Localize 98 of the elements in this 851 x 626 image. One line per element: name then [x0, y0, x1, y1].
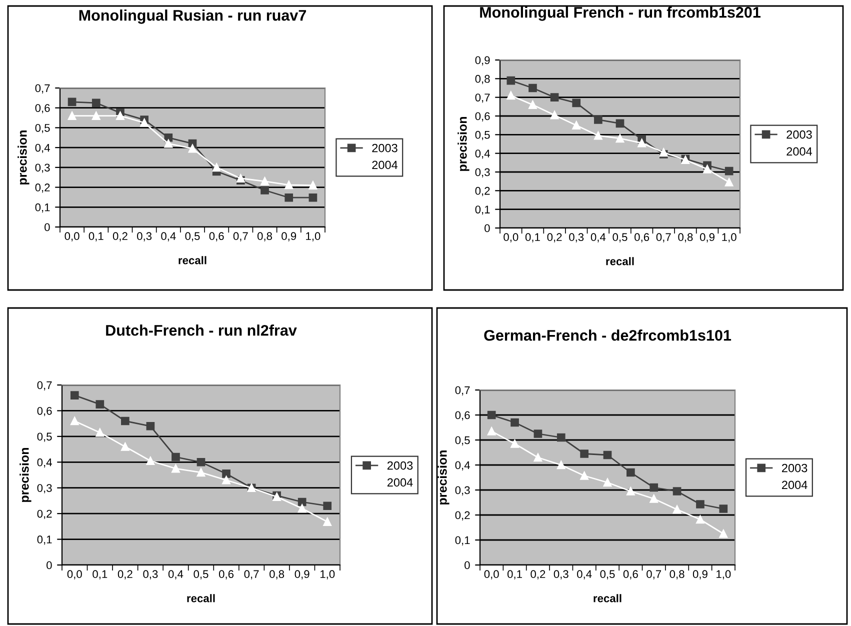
x-tick-label: 0,8: [670, 570, 684, 580]
chart-title: German-French - de2frcomb1s101: [484, 330, 732, 341]
x-tick-label: 0,2: [112, 232, 128, 242]
x-tick-label: 0,2: [547, 233, 562, 242]
y-tick-label: 0,1: [455, 536, 470, 546]
x-tick-label: 0,5: [600, 570, 615, 580]
x-tick-label: 0,4: [590, 233, 606, 242]
y-tick-label: 0,9: [475, 56, 490, 66]
y-tick-label: 0,5: [475, 130, 490, 140]
y-tick-label: 0,5: [35, 124, 50, 134]
chart-title: Monolingual Rusian - run ruav7: [79, 10, 306, 24]
x-tick-label: 1,0: [320, 570, 335, 580]
x-tick-label: 0,8: [678, 233, 693, 242]
y-tick-label: 0,2: [37, 510, 52, 520]
x-tick-label: 0,5: [194, 570, 208, 580]
y-tick-label: 0,1: [35, 203, 50, 213]
x-tick-label: 0,9: [294, 570, 310, 580]
x-tick-label: 0,6: [218, 570, 234, 580]
y-tick-label: 0,7: [35, 84, 50, 94]
text: 2004: [786, 147, 812, 156]
x-tick-label: 0,1: [88, 232, 104, 242]
x-tick-label: 0,7: [656, 233, 671, 242]
y-tick-label: 0,4: [35, 144, 50, 154]
x-tick-label: 1,0: [306, 232, 320, 242]
y-tick-label: 0,7: [37, 381, 52, 390]
x-tick-label: 0,0: [484, 570, 499, 580]
legend-label: 2003: [786, 130, 812, 139]
x-axis-title: recall: [606, 257, 634, 266]
x-tick-label: 0,9: [692, 570, 708, 580]
y-tick-label: 0,6: [35, 104, 50, 114]
x-tick-label: 0,9: [700, 233, 714, 242]
y-tick-label: 0,2: [455, 511, 470, 520]
y-tick-label: 0,3: [455, 486, 470, 496]
x-axis-title: recall: [178, 256, 206, 264]
y-tick-label: 0,1: [475, 206, 490, 215]
x-tick-label: 0,5: [185, 232, 200, 242]
x-axis-title: recall: [187, 594, 215, 602]
x-tick-label: 0,7: [646, 570, 662, 580]
y-tick-label: 0,7: [475, 94, 490, 103]
y-tick-label: 0,3: [37, 484, 52, 494]
x-tick-label: 0,3: [143, 570, 158, 580]
y-axis-title: precision: [18, 130, 30, 184]
y-tick-label: 0,5: [37, 432, 52, 442]
x-tick-label: 0,2: [118, 570, 132, 580]
x-tick-label: 0,9: [282, 232, 296, 242]
legend-label: 2003: [782, 464, 808, 472]
legend-label: 2003: [387, 461, 413, 470]
y-tick-label: 0,4: [37, 458, 52, 468]
chart-title: Monolingual French - run frcomb1s201: [480, 6, 760, 21]
x-tick-label: 0,0: [67, 570, 82, 580]
y-tick-label: 0,4: [475, 150, 490, 159]
x-tick-label: 0,6: [634, 233, 650, 242]
x-tick-label: 0,7: [244, 570, 259, 580]
x-tick-label: 0,4: [577, 570, 592, 580]
x-tick-label: 0,8: [270, 570, 284, 580]
x-tick-label: 0,0: [504, 233, 518, 242]
y-tick-label: 0,4: [455, 461, 470, 470]
y-tick-label: 0: [46, 561, 52, 570]
y-tick-label: 0,7: [455, 386, 470, 396]
y-tick-label: 0,6: [455, 411, 470, 420]
x-tick-label: 1,0: [722, 233, 736, 242]
text: 2004: [782, 480, 808, 490]
y-axis-title: precision: [458, 116, 470, 171]
y-tick-label: 0: [464, 561, 470, 570]
x-tick-label: 0,3: [137, 232, 152, 242]
x-tick-label: 0,7: [233, 232, 248, 242]
y-axis-title: precision: [20, 448, 32, 502]
x-tick-label: 0,3: [554, 570, 568, 580]
x-axis-title: recall: [594, 594, 622, 602]
x-tick-label: 0,6: [209, 232, 224, 242]
x-tick-label: 0,1: [92, 570, 108, 580]
y-axis-title: precision: [438, 450, 450, 504]
y-tick-label: 0,2: [475, 186, 490, 196]
x-tick-label: 0,4: [161, 232, 176, 242]
x-tick-label: 0,0: [64, 232, 80, 242]
legend-label: 2003: [372, 144, 398, 152]
y-tick-label: 0,5: [455, 436, 470, 446]
x-tick-label: 0,3: [569, 233, 584, 242]
y-tick-label: 0,6: [37, 406, 52, 416]
x-tick-label: 0,1: [507, 570, 522, 580]
y-tick-label: 0,8: [475, 74, 490, 84]
y-tick-label: 0,1: [37, 536, 52, 545]
y-tick-label: 0,2: [35, 184, 50, 193]
y-tick-label: 0,6: [475, 112, 490, 122]
x-tick-label: 0,5: [612, 233, 628, 242]
y-tick-label: 0,3: [35, 164, 50, 173]
x-tick-label: 1,0: [716, 570, 731, 580]
x-tick-label: 0,8: [257, 232, 272, 242]
chart-title: Dutch-French - run nl2frav: [106, 324, 297, 336]
text: 2004: [387, 478, 413, 487]
x-tick-label: 0,2: [530, 570, 546, 580]
x-tick-label: 0,6: [623, 570, 638, 580]
x-tick-label: 0,4: [168, 570, 184, 580]
text: 2004: [372, 160, 398, 170]
x-tick-label: 0,1: [525, 233, 540, 242]
y-tick-label: 0: [44, 223, 50, 232]
y-tick-label: 0: [484, 224, 490, 232]
y-tick-label: 0,3: [475, 168, 490, 178]
